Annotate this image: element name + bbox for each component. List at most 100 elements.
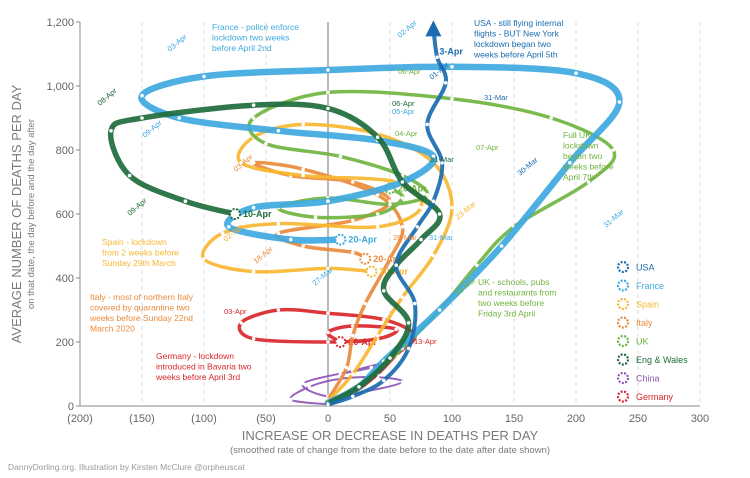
data-point: [406, 346, 411, 351]
x-tick-label: 0: [325, 413, 331, 425]
data-point: [568, 161, 572, 165]
annotation-line: from 2 weeks before: [102, 248, 179, 258]
x-tick-label: 250: [629, 413, 647, 425]
data-point: [450, 65, 454, 69]
legend-item: UK: [636, 337, 649, 347]
y-axis-title: AVERAGE NUMBER OF DEATHS PER DAY: [9, 84, 24, 343]
data-point: [301, 122, 306, 127]
data-point: [326, 340, 330, 344]
data-point: [251, 269, 256, 274]
series-usa: 3-Apr: [326, 20, 463, 407]
x-tick-label: (50): [256, 413, 276, 425]
annotation-line: weeks before: [562, 162, 614, 172]
end-marker-eng-wales: [229, 208, 241, 220]
annotation-line: UK - schools, pubs: [478, 277, 549, 287]
data-point: [351, 180, 355, 184]
legend-marker: [616, 316, 630, 329]
data-point: [431, 199, 436, 203]
data-point: [394, 327, 399, 332]
annotation-line: lockdown: [563, 141, 599, 151]
data-point: [388, 199, 392, 203]
data-point: [251, 161, 256, 165]
data-point: [351, 218, 355, 223]
data-point: [338, 154, 343, 159]
y-tick-label: 1,200: [46, 17, 74, 29]
data-point: [382, 289, 386, 293]
end-marker-germany: [334, 336, 347, 348]
data-point: [251, 337, 256, 341]
date-label: 26-Mar: [393, 233, 417, 242]
data-point: [450, 97, 454, 101]
data-point: [251, 205, 256, 210]
data-point: [375, 333, 380, 338]
data-point: [435, 55, 439, 59]
end-marker-spain: [365, 265, 378, 278]
date-label: 23-Mar: [454, 199, 478, 221]
data-point: [351, 372, 355, 376]
date-label: 31-Mar: [602, 207, 626, 229]
date-label: 03-Apr: [232, 152, 255, 174]
data-point: [375, 225, 380, 229]
annotation-line: Italy - most of northern Italy: [90, 292, 194, 302]
x-axis-subtitle: (smoothed rate of change from the date b…: [230, 445, 550, 456]
data-point: [239, 161, 243, 165]
legend-item: China: [636, 374, 660, 384]
data-point: [586, 180, 591, 184]
y-tick-label: 0: [68, 401, 74, 413]
data-point: [326, 68, 330, 72]
data-point: [140, 116, 144, 120]
legend-item: Spain: [636, 300, 659, 310]
date-label: 31-Mar: [430, 155, 454, 164]
data-point: [400, 225, 405, 229]
data-point: [202, 74, 206, 79]
legend-item: Eng & Wales: [636, 355, 688, 365]
data-point: [183, 199, 188, 203]
series-line-eng-wales: [107, 101, 443, 407]
data-point: [326, 402, 330, 407]
data-point: [394, 263, 399, 268]
x-tick-label: 300: [691, 413, 709, 425]
data-point: [475, 263, 479, 268]
date-label: 03-Apr: [224, 307, 247, 316]
data-point: [127, 173, 132, 178]
end-marker-france: [334, 233, 347, 246]
date-label: 18-Apr: [252, 244, 275, 266]
annotation-line: Germany - lockdown: [156, 351, 234, 361]
annotation-line: lockdown began two: [474, 39, 551, 49]
data-point: [400, 196, 405, 200]
x-tick-label: 150: [505, 413, 523, 425]
annotation-line: March 2020: [90, 324, 135, 334]
annotation-line: two weeks before: [478, 298, 544, 308]
series-france: 20-Apr: [138, 63, 623, 407]
annotation-line: weeks before April 5th: [473, 50, 558, 60]
y-tick-label: 1,000: [46, 81, 74, 93]
data-point: [499, 244, 504, 248]
data-point: [289, 237, 293, 242]
data-point: [574, 71, 578, 75]
end-label-italy: 20-Apr: [373, 254, 402, 264]
data-point: [251, 116, 256, 120]
annotation-line: Friday 3rd April: [478, 309, 535, 319]
x-tick-label: 50: [384, 413, 396, 425]
date-label: 13-Apr: [414, 337, 437, 346]
credit-text: DannyDorling.org. Illustration by Kirste…: [8, 462, 245, 472]
data-point: [382, 317, 386, 322]
annotation-line: introduced in Bavaria two: [156, 362, 252, 372]
annotation-line: before April 2nd: [212, 43, 272, 53]
annotation-usa: USA - still flying internal flights - BUT…: [473, 18, 563, 60]
annotation-line: flights - BUT New York: [474, 29, 560, 39]
data-point: [388, 202, 392, 207]
legend-item: USA: [636, 263, 655, 273]
data-point: [425, 122, 430, 127]
annotation-france: France - police enforce lockdown two week…: [212, 22, 299, 53]
data-point: [357, 385, 361, 389]
data-point: [301, 381, 306, 386]
usa-arrowhead: [425, 20, 442, 37]
y-axis-subtitle: on that date, the day before and the day…: [26, 119, 37, 309]
data-point: [326, 106, 330, 111]
date-label: 04-Apr: [395, 129, 418, 138]
end-label-germany: 20-Apr: [348, 337, 377, 347]
data-point: [375, 212, 380, 216]
data-point: [450, 205, 454, 210]
